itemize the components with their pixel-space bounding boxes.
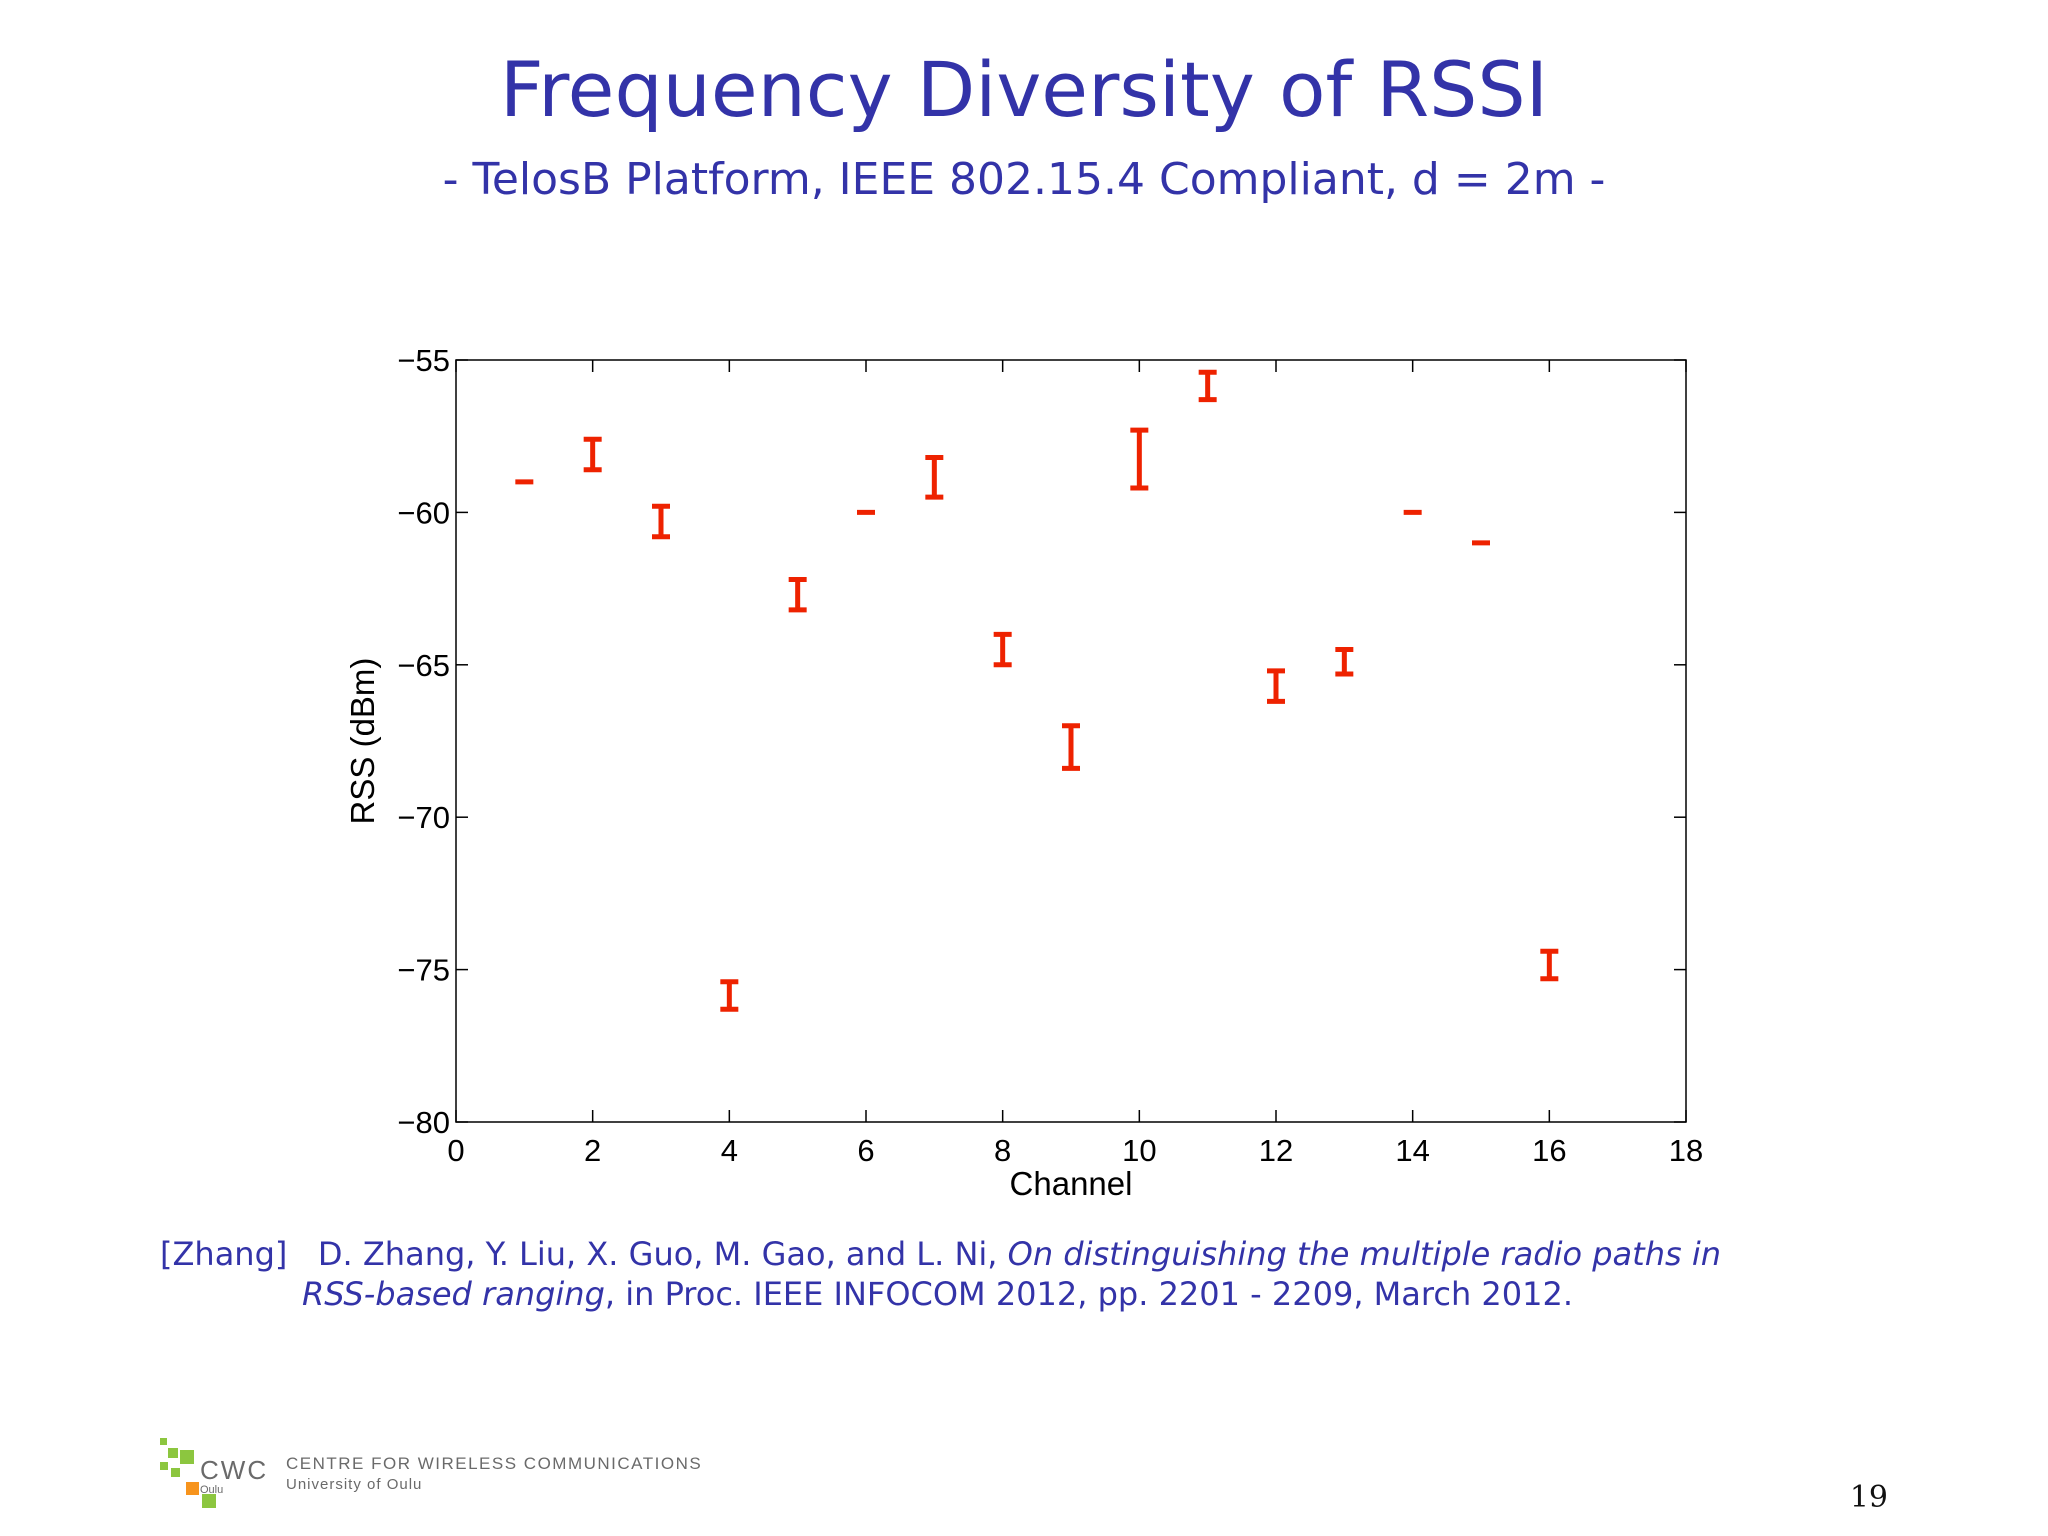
- x-tick-label: 12: [1259, 1133, 1293, 1168]
- logo-accent-square: [186, 1482, 199, 1495]
- x-axis: 0 2 4 6 8 10 12 14 16 18: [447, 360, 1703, 1168]
- errorbar-point: [788, 576, 807, 613]
- errorbar-point: [720, 979, 739, 1012]
- y-tick-label: −65: [397, 648, 450, 683]
- citation: [Zhang] D. Zhang, Y. Liu, X. Guo, M. Gao…: [160, 1234, 1900, 1314]
- y-tick-label: −75: [397, 953, 450, 988]
- logo-squares-icon: [158, 1438, 218, 1508]
- citation-authors: D. Zhang, Y. Liu, X. Guo, M. Gao, and L.…: [317, 1235, 998, 1273]
- y-tick-label: −55: [397, 343, 450, 378]
- errorbar-point: [1335, 647, 1354, 677]
- slide-subtitle: - TelosB Platform, IEEE 802.15.4 Complia…: [442, 154, 1606, 205]
- citation-tag: [Zhang]: [160, 1235, 288, 1273]
- errorbar-point: [1062, 723, 1080, 771]
- errorbar-point: [925, 455, 944, 500]
- y-tick-label: −80: [397, 1105, 450, 1140]
- citation-line2: RSS-based ranging, in Proc. IEEE INFOCOM…: [160, 1274, 1900, 1314]
- logo-text: CWC: [200, 1455, 269, 1485]
- citation-title-part1: On distinguishing the multiple radio pat…: [1007, 1235, 1721, 1273]
- cwc-logo: CWC Oulu CENTRE FOR WIRELESS COMMUNICATI…: [158, 1438, 718, 1508]
- errorbar-point: [1130, 427, 1149, 491]
- errorbar-point: [583, 436, 602, 473]
- slide-title: Frequency Diversity of RSSI: [499, 45, 1549, 134]
- x-tick-label: 4: [721, 1133, 738, 1168]
- y-axis: −55 −60 −65 −70 −75 −80: [397, 343, 1686, 1140]
- logo-sub: Oulu: [200, 1484, 224, 1496]
- x-tick-label: 16: [1532, 1133, 1566, 1168]
- citation-title-part2: RSS-based ranging: [302, 1275, 605, 1313]
- x-tick-label: 18: [1669, 1133, 1703, 1168]
- y-tick-label: −60: [397, 495, 450, 530]
- org-name: CENTRE FOR WIRELESS COMMUNICATIONS: [286, 1454, 703, 1473]
- errorbar-point: [1267, 668, 1285, 704]
- errorbar-point: [1198, 369, 1217, 403]
- x-tick-label: 14: [1395, 1133, 1429, 1168]
- y-axis-label: RSS (dBm): [344, 658, 381, 825]
- org-sub: University of Oulu: [286, 1476, 423, 1493]
- errorbar-series: [515, 369, 1559, 1012]
- citation-venue: , in Proc. IEEE INFOCOM 2012, pp. 2201 -…: [604, 1275, 1573, 1313]
- x-tick-label: 0: [447, 1133, 464, 1168]
- x-tick-label: 6: [857, 1133, 874, 1168]
- y-tick-label: −70: [397, 800, 450, 835]
- errorbar-point: [652, 503, 670, 540]
- page-number: 19: [1849, 1480, 1888, 1515]
- x-tick-label: 2: [584, 1133, 601, 1168]
- errorbar-point: [993, 631, 1012, 668]
- x-tick-label: 8: [994, 1133, 1011, 1168]
- x-tick-label: 10: [1122, 1133, 1156, 1168]
- x-axis-label: Channel: [1010, 1165, 1133, 1202]
- errorbar-point: [1540, 948, 1559, 982]
